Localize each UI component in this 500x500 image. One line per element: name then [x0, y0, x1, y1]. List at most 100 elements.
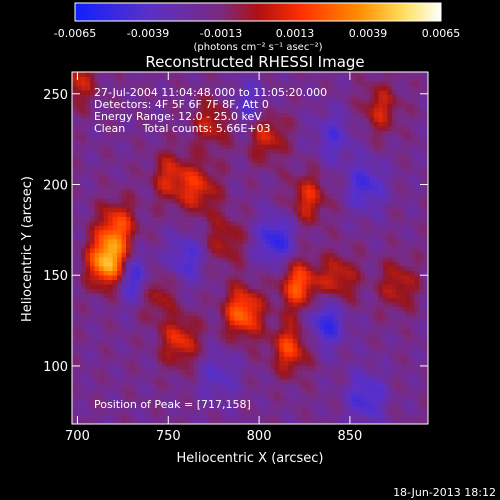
heatmap-cell — [283, 324, 289, 330]
heatmap-cell — [175, 198, 181, 204]
heatmap-cell — [297, 266, 303, 271]
heatmap-cell — [198, 85, 204, 91]
heatmap-cell — [90, 410, 95, 416]
heatmap-cell — [328, 311, 334, 317]
heatmap-cell — [139, 72, 145, 77]
heatmap-cell — [252, 139, 258, 145]
heatmap-cell — [103, 126, 109, 132]
heatmap-cell — [85, 126, 91, 132]
heatmap-cell — [81, 157, 86, 163]
heatmap-cell — [337, 311, 343, 317]
heatmap-cell — [72, 405, 77, 411]
heatmap-cell — [319, 220, 325, 226]
heatmap-cell — [166, 297, 172, 303]
heatmap-cell — [157, 306, 163, 312]
heatmap-cell — [94, 387, 100, 393]
heatmap-cell — [76, 211, 82, 217]
heatmap-cell — [243, 275, 249, 280]
heatmap-cell — [135, 293, 140, 299]
heatmap-cell — [94, 198, 100, 204]
heatmap-cell — [175, 293, 181, 299]
heatmap-cell — [112, 374, 118, 380]
heatmap-cell — [76, 135, 82, 141]
heatmap-cell — [342, 311, 348, 317]
heatmap-cell — [81, 117, 86, 123]
heatmap-cell — [162, 387, 168, 393]
heatmap-cell — [135, 157, 140, 163]
heatmap-cell — [243, 392, 249, 398]
heatmap-cell — [220, 365, 226, 371]
heatmap-cell — [117, 392, 122, 398]
heatmap-cell — [333, 90, 339, 95]
heatmap-cell — [139, 135, 145, 141]
heatmap-cell — [117, 383, 122, 389]
heatmap-cell — [319, 369, 325, 375]
heatmap-cell — [144, 288, 150, 294]
heatmap-cell — [297, 121, 303, 127]
heatmap-cell — [162, 90, 168, 95]
heatmap-cell — [238, 257, 244, 262]
heatmap-cell — [198, 302, 204, 308]
heatmap-cell — [207, 162, 213, 168]
heatmap-cell — [108, 103, 113, 109]
heatmap-cell — [207, 360, 213, 366]
heatmap-cell — [220, 347, 226, 353]
heatmap-cell — [306, 410, 312, 416]
heatmap-cell — [220, 252, 226, 258]
heatmap-cell — [117, 347, 122, 353]
heatmap-cell — [175, 99, 181, 104]
heatmap-cell — [238, 166, 244, 172]
heatmap-cell — [234, 311, 240, 317]
heatmap-cell — [121, 329, 127, 335]
heatmap-cell — [265, 338, 271, 344]
heatmap-cell — [297, 72, 303, 77]
heatmap-cell — [328, 315, 334, 321]
heatmap-cell — [333, 347, 339, 353]
heatmap-cell — [99, 171, 104, 177]
heatmap-cell — [85, 306, 91, 312]
heatmap-cell — [261, 356, 267, 362]
heatmap-cell — [108, 85, 113, 91]
heatmap-cell — [234, 180, 240, 186]
heatmap-cell — [238, 279, 244, 285]
heatmap-cell — [252, 306, 258, 312]
heatmap-cell — [229, 396, 235, 402]
heatmap-cell — [184, 410, 190, 416]
heatmap-cell — [99, 139, 104, 145]
heatmap-cell — [216, 392, 222, 398]
heatmap-cell — [315, 279, 321, 285]
heatmap-cell — [90, 387, 95, 393]
heatmap-cell — [90, 184, 95, 190]
heatmap-cell — [333, 369, 339, 375]
heatmap-cell — [297, 401, 303, 407]
heatmap-cell — [207, 126, 213, 132]
heatmap-cell — [346, 342, 352, 348]
heatmap-cell — [139, 333, 145, 339]
heatmap-cell — [234, 374, 240, 380]
heatmap-cell — [256, 211, 262, 217]
heatmap-cell — [265, 315, 271, 321]
heatmap-cell — [184, 365, 190, 371]
heatmap-cell — [243, 117, 249, 123]
heatmap-cell — [346, 157, 352, 163]
heatmap-cell — [99, 103, 104, 109]
heatmap-cell — [94, 166, 100, 172]
heatmap-cell — [90, 90, 95, 95]
heatmap-cell — [351, 419, 357, 425]
heatmap-cell — [256, 360, 262, 366]
heatmap-cell — [103, 148, 109, 154]
heatmap-cell — [274, 135, 280, 141]
heatmap-cell — [234, 162, 240, 168]
heatmap-cell — [144, 211, 150, 217]
heatmap-cell — [220, 383, 226, 389]
heatmap-cell — [292, 202, 298, 208]
heatmap-cell — [324, 243, 330, 249]
heatmap-cell — [274, 279, 280, 285]
heatmap-cell — [315, 284, 321, 290]
heatmap-cell — [153, 320, 159, 326]
heatmap-cell — [99, 180, 104, 186]
heatmap-cell — [153, 279, 159, 285]
heatmap-cell — [193, 126, 199, 132]
heatmap-cell — [283, 279, 289, 285]
heatmap-cell — [270, 306, 276, 312]
